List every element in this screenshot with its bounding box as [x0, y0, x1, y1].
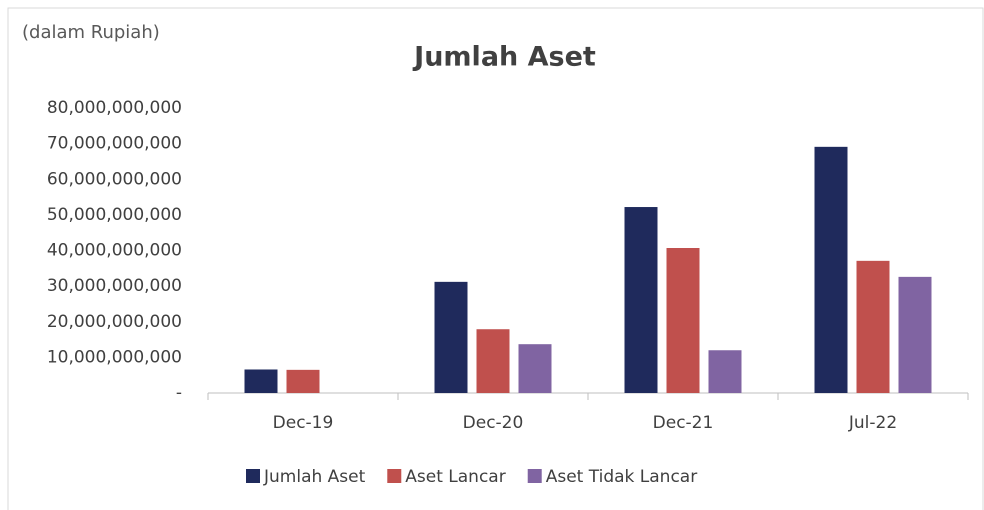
y-tick-label: -	[176, 383, 182, 403]
x-tick-label: Dec-20	[463, 413, 524, 433]
x-tick-label: Dec-21	[653, 413, 714, 433]
y-tick-label: 10,000,000,000	[47, 347, 182, 367]
bar	[286, 369, 320, 393]
bar	[244, 369, 278, 393]
bar	[856, 260, 890, 393]
bar	[708, 350, 742, 393]
y-tick-label: 20,000,000,000	[47, 312, 182, 332]
legend-label: Aset Tidak Lancar	[546, 467, 697, 487]
y-tick-label: 60,000,000,000	[47, 169, 182, 189]
legend-swatch	[527, 469, 542, 483]
y-tick-label: 40,000,000,000	[47, 241, 182, 261]
bar	[476, 329, 510, 393]
legend-label: Jumlah Aset	[263, 467, 366, 487]
y-tick-label: 70,000,000,000	[47, 134, 182, 154]
bar	[666, 248, 700, 393]
legend-label: Aset Lancar	[405, 467, 505, 487]
bar	[518, 344, 552, 393]
y-tick-label: 80,000,000,000	[47, 98, 182, 118]
chart-subtitle: (dalam Rupiah)	[22, 22, 160, 43]
bar	[898, 276, 932, 393]
bar	[814, 146, 848, 393]
legend-swatch	[246, 469, 260, 483]
y-tick-label: 30,000,000,000	[47, 276, 182, 296]
chart-title: Jumlah Aset	[412, 42, 596, 73]
bar	[434, 281, 468, 393]
x-tick-label: Jul-22	[848, 413, 897, 433]
x-tick-label: Dec-19	[273, 413, 334, 433]
bar	[624, 207, 658, 393]
legend-swatch	[387, 469, 402, 483]
chart-border	[7, 7, 984, 510]
y-tick-label: 50,000,000,000	[47, 205, 182, 225]
